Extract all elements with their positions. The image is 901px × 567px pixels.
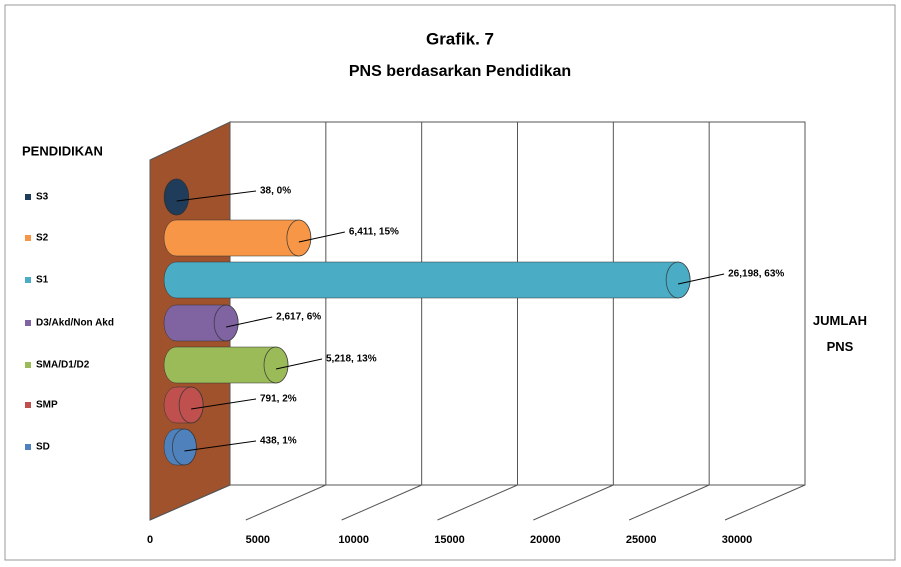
bar-cap <box>263 346 289 384</box>
x-tick-label: 0 <box>147 534 153 546</box>
legend-label: S1 <box>36 275 49 286</box>
data-label: 791, 2% <box>260 394 297 405</box>
legend-label: SD <box>36 442 50 453</box>
legend-label: S3 <box>36 192 49 203</box>
floor-line <box>341 484 422 521</box>
leader-line <box>678 273 725 285</box>
legend-label: SMA/D1/D2 <box>36 360 90 371</box>
x-tick-label: 25000 <box>626 534 657 546</box>
bar-cap <box>178 386 204 424</box>
bar <box>163 219 312 257</box>
leader-line <box>298 231 345 243</box>
data-label: 438, 1% <box>260 436 297 447</box>
leader-line <box>226 316 273 328</box>
legend-swatch <box>25 320 31 326</box>
legend-label: D3/Akd/Non Akd <box>36 318 114 329</box>
legend-swatch <box>25 402 31 408</box>
leader-line <box>184 440 257 452</box>
floor-line <box>533 484 614 521</box>
floor-line <box>149 484 231 521</box>
legend-label: S2 <box>36 233 49 244</box>
bar <box>163 261 691 299</box>
x-tick-label: 20000 <box>530 534 561 546</box>
bar-cap <box>286 219 312 257</box>
legend-swatch <box>25 277 31 283</box>
bar <box>163 386 204 424</box>
axis-title: JUMLAH PNS <box>813 313 867 354</box>
bar-cap <box>213 304 239 342</box>
bar-cap <box>171 428 197 466</box>
legend-title: PENDIDIKAN <box>22 143 103 158</box>
floor-line <box>245 484 327 521</box>
x-tick-label: 5000 <box>246 534 270 546</box>
bar-body <box>163 261 691 299</box>
legend-swatch <box>25 362 31 368</box>
x-tick-label: 10000 <box>338 534 369 546</box>
legend-label: SMP <box>36 400 58 411</box>
legend-swatch <box>25 444 31 450</box>
bar <box>163 428 197 466</box>
bar <box>163 304 239 342</box>
bar <box>163 178 190 216</box>
leader-line <box>191 398 257 410</box>
bar <box>163 346 289 384</box>
leader-line <box>275 358 323 370</box>
legend-swatch <box>25 235 31 241</box>
floor-line <box>724 484 806 521</box>
chart-title: Grafik. 7 <box>426 29 494 48</box>
leader-line <box>176 190 257 202</box>
bar-cap <box>164 178 190 216</box>
data-label: 6,411, 15% <box>349 227 399 238</box>
legend-swatch <box>25 194 31 200</box>
data-label: 38, 0% <box>260 186 291 197</box>
data-label: 5,218, 13% <box>326 354 377 365</box>
bar-cap <box>665 261 691 299</box>
data-label: 26,198, 63% <box>728 269 784 280</box>
chart-subtitle: PNS berdasarkan Pendidikan <box>349 63 571 80</box>
x-tick-label: 30000 <box>722 534 753 546</box>
x-tick-label: 15000 <box>434 534 465 546</box>
floor-line <box>628 484 710 521</box>
data-label: 2,617, 6% <box>276 312 321 323</box>
floor-line <box>437 484 518 521</box>
